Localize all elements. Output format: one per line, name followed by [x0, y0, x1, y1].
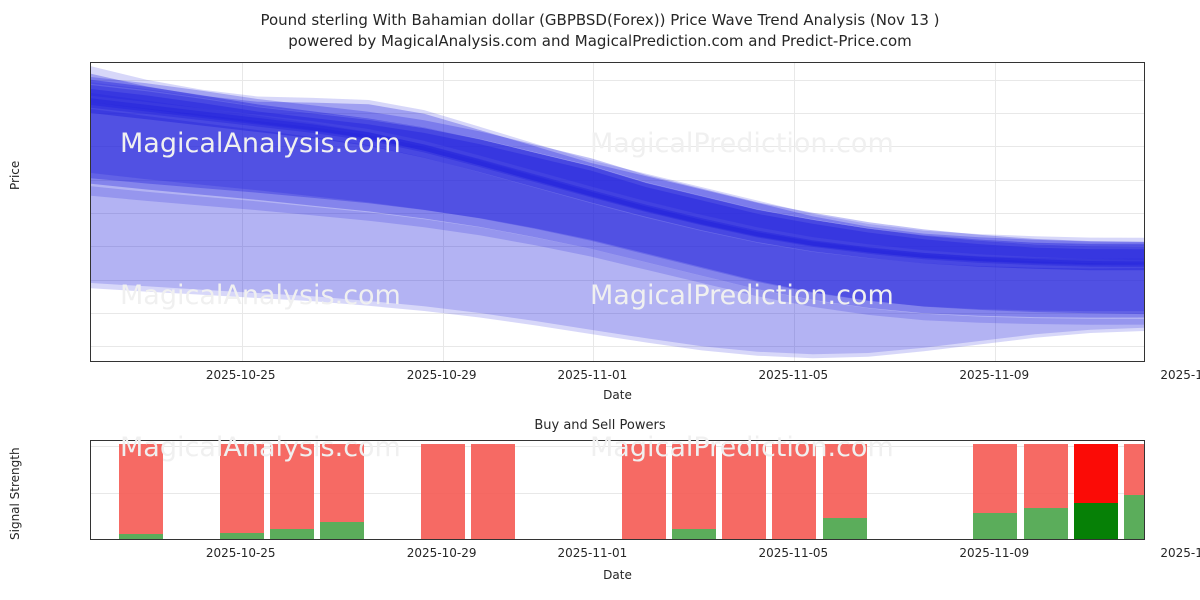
signal-x-tick-label: 2025-11-09	[959, 546, 1030, 560]
sell-power-segment	[772, 443, 817, 539]
sell-power-segment	[621, 443, 666, 539]
signal-chart-panel	[90, 440, 1145, 540]
buy-power-segment	[671, 528, 716, 539]
sell-power-segment	[420, 443, 465, 539]
signal-y-axis-label: Signal Strength	[8, 447, 22, 540]
buy-power-segment	[320, 521, 365, 539]
buy-power-segment	[219, 533, 264, 539]
buy-power-segment	[1023, 507, 1068, 539]
price-gridline-v	[442, 63, 444, 361]
signal-x-tick-label: 2025-10-29	[406, 546, 477, 560]
price-gridline	[91, 313, 1144, 314]
price-gridline	[91, 279, 1144, 281]
buy-power-segment	[1073, 502, 1118, 539]
signal-bar	[671, 441, 716, 539]
price-gridline-v	[241, 63, 243, 361]
signal-bar	[722, 441, 767, 539]
signal-bar	[621, 441, 666, 539]
sell-power-segment	[269, 443, 314, 529]
buy-power-segment	[269, 528, 314, 539]
sell-power-segment	[973, 443, 1018, 514]
signal-x-tick-label: 2025-10-25	[205, 546, 276, 560]
sell-power-segment	[822, 443, 867, 519]
signal-bar	[1124, 441, 1144, 539]
buy-power-segment	[822, 518, 867, 539]
price-x-tick-label: 2025-11-05	[758, 368, 829, 382]
price-gridline	[91, 179, 1144, 181]
price-gridline	[91, 246, 1144, 248]
sell-power-segment	[671, 443, 716, 529]
sell-power-segment	[470, 443, 515, 539]
sell-power-segment	[722, 443, 767, 539]
signal-bar	[1073, 441, 1118, 539]
price-gridline	[91, 113, 1144, 114]
price-gridline-v	[794, 63, 796, 361]
page-subtitle: powered by MagicalAnalysis.com and Magic…	[288, 32, 912, 50]
buy-power-segment	[119, 534, 164, 539]
price-x-tick-label: 2025-10-25	[205, 368, 276, 382]
chart-title-block: Pound sterling With Bahamian dollar (GBP…	[0, 10, 1200, 52]
signal-bar	[973, 441, 1018, 539]
signal-x-axis-label: Date	[603, 568, 632, 582]
buy-power-segment	[973, 513, 1018, 539]
price-gridline-v	[995, 63, 997, 361]
sell-power-segment	[119, 443, 164, 535]
price-gridline	[91, 79, 1144, 81]
price-gridline-v	[593, 63, 595, 361]
signal-x-tick-label: 2025-11-01	[557, 546, 628, 560]
signal-bar	[470, 441, 515, 539]
price-x-tick-label: 2025-10-29	[406, 368, 477, 382]
price-y-axis-label: Price	[8, 160, 22, 190]
signal-x-tick-label: 2025-11-05	[758, 546, 829, 560]
price-x-tick-label: 2025-11-01	[557, 368, 628, 382]
sell-power-segment	[1073, 443, 1118, 503]
price-chart-panel	[90, 62, 1145, 362]
signal-bar	[320, 441, 365, 539]
signal-bar	[772, 441, 817, 539]
price-x-tick-label: 2025-11-09	[959, 368, 1030, 382]
signal-bar	[269, 441, 314, 539]
signal-bar	[420, 441, 465, 539]
signal-chart-title: Buy and Sell Powers	[534, 418, 666, 433]
sell-power-segment	[1124, 443, 1144, 496]
price-x-axis-label: Date	[603, 388, 632, 402]
price-wave-bands	[91, 66, 1144, 359]
sell-power-segment	[1023, 443, 1068, 508]
signal-bar	[119, 441, 164, 539]
signal-bar	[822, 441, 867, 539]
signal-gridline	[91, 445, 1144, 447]
page-title: Pound sterling With Bahamian dollar (GBP…	[260, 11, 940, 29]
price-gridline	[91, 346, 1144, 348]
signal-x-tick-label: 2025-11-13	[1160, 546, 1200, 560]
sell-power-segment	[320, 443, 365, 522]
signal-gridline	[91, 493, 1144, 495]
buy-power-segment	[1124, 495, 1144, 539]
price-gridline	[91, 213, 1144, 214]
price-x-tick-label: 2025-11-13	[1160, 368, 1200, 382]
sell-power-segment	[219, 443, 264, 534]
signal-bar	[219, 441, 264, 539]
signal-bar	[1023, 441, 1068, 539]
price-gridline	[91, 146, 1144, 148]
